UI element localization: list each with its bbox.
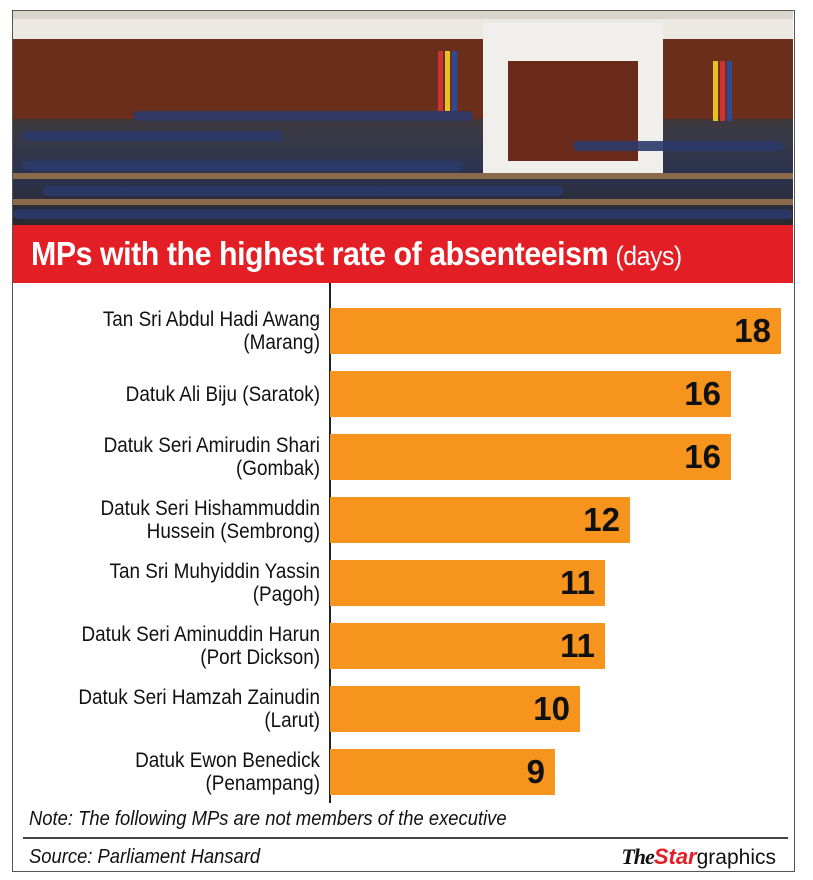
bar-row: Datuk Seri Aminuddin Harun (Port Dickson)… xyxy=(13,623,793,670)
bar-label: Datuk Ewon Benedick (Penampang) xyxy=(41,749,320,795)
title-banner: MPs with the highest rate of absenteeism… xyxy=(13,225,793,283)
footer-divider xyxy=(23,837,788,839)
infographic-frame: MPs with the highest rate of absenteeism… xyxy=(12,10,795,872)
photo-flag xyxy=(713,61,718,121)
thestar-graphics-logo: TheStargraphics xyxy=(621,844,776,870)
chart-title: MPs with the highest rate of absenteeism… xyxy=(31,235,682,273)
bar: 12 xyxy=(330,497,630,543)
label-line1: Tan Sri Abdul Hadi Awang xyxy=(102,308,320,331)
photo-flag xyxy=(727,61,732,121)
label-line2: (Pagoh) xyxy=(252,583,320,606)
photo-desk-row xyxy=(13,173,793,179)
bar-row: Datuk Seri Amirudin Shari (Gombak) 16 xyxy=(13,434,793,481)
photo-desk-row xyxy=(13,199,793,205)
bar-row: Datuk Seri Hamzah Zainudin (Larut) 10 xyxy=(13,686,793,733)
photo-flag xyxy=(445,51,450,111)
bar-value: 18 xyxy=(734,312,771,349)
photo-seat-row xyxy=(43,186,563,196)
label-line1: Datuk Seri Aminuddin Harun xyxy=(81,623,320,646)
photo-seat-row xyxy=(13,209,793,219)
bar: 9 xyxy=(330,749,555,795)
bar-value: 10 xyxy=(533,690,570,727)
y-axis-line xyxy=(329,283,331,803)
bar: 10 xyxy=(330,686,580,732)
photo-ceiling xyxy=(13,19,793,39)
logo-the: The xyxy=(621,844,654,869)
bar: 16 xyxy=(330,434,731,480)
photo-seat-row xyxy=(23,161,463,171)
bar-label: Datuk Seri Amirudin Shari (Gombak) xyxy=(41,434,320,480)
label-line1: Datuk Ewon Benedick xyxy=(135,749,320,772)
bar-label: Datuk Ali Biju (Saratok) xyxy=(41,383,320,406)
photo-flag xyxy=(452,51,457,111)
photo-wood-panel xyxy=(13,39,483,119)
label-line2: (Marang) xyxy=(243,331,320,354)
bar-value: 11 xyxy=(560,627,595,664)
label-line2: (Larut) xyxy=(264,709,320,732)
bar: 11 xyxy=(330,560,605,606)
title-unit: (days) xyxy=(615,241,682,271)
bar: 11 xyxy=(330,623,605,669)
label-line2: Hussein (Sembrong) xyxy=(146,520,320,543)
photo-flag xyxy=(438,51,443,111)
source-credit: Source: Parliament Hansard xyxy=(29,846,261,868)
bar-row: Tan Sri Muhyiddin Yassin (Pagoh) 11 xyxy=(13,560,793,607)
photo-seat-row xyxy=(23,131,283,141)
bar-row: Tan Sri Abdul Hadi Awang (Marang) 18 xyxy=(13,308,793,355)
bar: 18 xyxy=(330,308,781,354)
bar-label: Datuk Seri Hishammuddin Hussein (Sembrong… xyxy=(41,497,320,543)
title-text: MPs with the highest rate of absenteeism xyxy=(31,235,609,272)
bar-row: Datuk Ali Biju (Saratok) 16 xyxy=(13,371,793,418)
bar-value: 11 xyxy=(560,564,595,601)
logo-graphics: graphics xyxy=(696,846,776,869)
bar-row: Datuk Seri Hishammuddin Hussein (Sembrong… xyxy=(13,497,793,544)
parliament-photo xyxy=(13,11,793,225)
label-line2: (Port Dickson) xyxy=(200,646,320,669)
label-line1: Datuk Seri Amirudin Shari xyxy=(103,434,320,457)
bar-row: Datuk Ewon Benedick (Penampang) 9 xyxy=(13,749,793,796)
bar-label: Datuk Seri Aminuddin Harun (Port Dickson) xyxy=(41,623,320,669)
label-line1: Datuk Ali Biju (Saratok) xyxy=(125,383,320,406)
bar-value: 16 xyxy=(684,375,721,412)
bar-label: Tan Sri Muhyiddin Yassin (Pagoh) xyxy=(41,560,320,606)
bar-label: Datuk Seri Hamzah Zainudin (Larut) xyxy=(41,686,320,732)
label-line1: Datuk Seri Hishammuddin xyxy=(100,497,320,520)
label-line2: (Penampang) xyxy=(205,772,320,795)
label-line1: Datuk Seri Hamzah Zainudin xyxy=(78,686,320,709)
photo-flag xyxy=(720,61,725,121)
photo-seat-row xyxy=(133,111,473,121)
bar: 16 xyxy=(330,371,731,417)
bar-label: Tan Sri Abdul Hadi Awang (Marang) xyxy=(41,308,320,354)
label-line2: (Gombak) xyxy=(235,457,320,480)
bar-value: 16 xyxy=(684,438,721,475)
label-line1: Tan Sri Muhyiddin Yassin xyxy=(109,560,321,583)
bar-value: 9 xyxy=(526,753,545,790)
logo-star: Star xyxy=(653,844,697,869)
bar-value: 12 xyxy=(583,501,620,538)
footnote: Note: The following MPs are not members … xyxy=(29,808,507,830)
photo-seat-row xyxy=(573,141,783,151)
